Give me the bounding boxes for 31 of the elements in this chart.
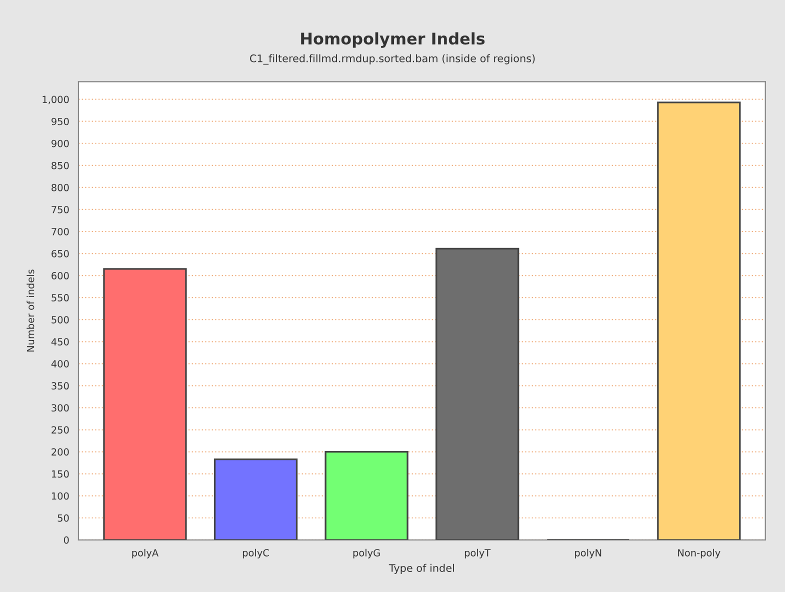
- y-tick-label: 900: [52, 140, 69, 148]
- y-tick-label: 850: [52, 162, 69, 170]
- y-tick-label: 150: [52, 470, 69, 478]
- y-tick-label: 600: [52, 272, 69, 280]
- x-tick-label: polyN: [575, 548, 602, 558]
- y-tick-label: 650: [52, 250, 69, 258]
- y-tick-label: 250: [52, 426, 69, 434]
- y-tick-label: 100: [52, 492, 69, 500]
- x-tick-label: Non-poly: [678, 548, 720, 558]
- y-tick-label: 550: [52, 294, 69, 302]
- y-tick-label: 0: [64, 536, 69, 544]
- x-tick-label: polyG: [353, 548, 380, 558]
- y-tick-label: 700: [52, 228, 69, 236]
- y-tick-label: 750: [52, 206, 69, 214]
- y-tick-label: 800: [52, 184, 69, 192]
- y-tick-label: 300: [52, 404, 69, 412]
- y-axis-title: Number of indels: [26, 270, 34, 352]
- chart-subtitle: C1_filtered.fillmd.rmdup.sorted.bam (inside of regions): [250, 54, 535, 65]
- y-tick-label: 950: [52, 118, 69, 126]
- y-tick-label: 50: [58, 514, 69, 522]
- y-tick-label: 400: [51, 360, 69, 368]
- y-tick-label: 1,000: [42, 96, 69, 104]
- y-tick-label: 450: [51, 338, 69, 346]
- chart-title: Homopolymer Indels: [301, 32, 485, 48]
- y-tick-label: 500: [52, 316, 69, 324]
- x-tick-label: polyA: [132, 548, 159, 558]
- y-tick-label: 350: [52, 382, 69, 390]
- x-axis-title: Type of indel: [388, 564, 454, 574]
- x-tick-label: polyT: [464, 548, 491, 558]
- x-tick-label: polyC: [242, 548, 269, 558]
- y-tick-label: 200: [52, 448, 69, 456]
